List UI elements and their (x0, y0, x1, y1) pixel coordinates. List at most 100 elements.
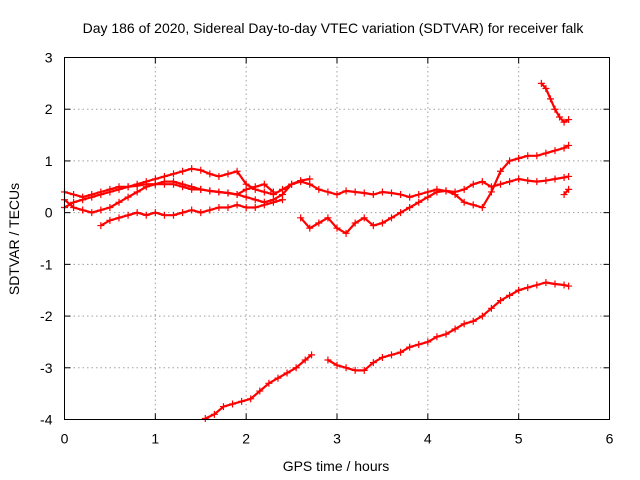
data-point (324, 188, 332, 196)
data-point (524, 284, 532, 292)
data-point (351, 188, 359, 196)
data-point (424, 193, 432, 201)
y-tick-label: -4 (40, 412, 53, 428)
data-point (79, 193, 87, 201)
data-point (88, 209, 96, 217)
data-point (537, 79, 545, 87)
data-point (224, 189, 232, 197)
data-point (247, 395, 255, 403)
data-point (469, 317, 477, 325)
data-point (565, 141, 573, 149)
data-point (269, 198, 277, 206)
plot-frame (64, 57, 610, 420)
data-point (415, 341, 423, 349)
series-track-2 (61, 180, 277, 201)
data-point (97, 188, 105, 196)
y-tick-label: -2 (40, 308, 53, 324)
data-point (542, 278, 550, 286)
y-tick-label: 3 (45, 50, 53, 66)
data-point (565, 282, 573, 290)
data-point (487, 304, 495, 312)
series-track-9 (560, 185, 573, 199)
series-track-6 (201, 351, 316, 422)
x-tick-label: 2 (242, 431, 250, 447)
data-point (424, 338, 432, 346)
data-point (324, 214, 332, 222)
data-point (306, 224, 314, 232)
data-point (242, 185, 250, 193)
data-point (542, 149, 550, 157)
data-point (206, 187, 214, 195)
data-point (97, 222, 105, 230)
data-point (242, 203, 250, 211)
data-point (378, 353, 386, 361)
y-axis-label: SDTVAR / TECUs (6, 183, 22, 295)
y-tick-label: 0 (45, 205, 53, 221)
chart-title: Day 186 of 2020, Sidereal Day-to-day VTE… (83, 20, 585, 36)
data-point (242, 193, 250, 201)
data-point (406, 343, 414, 351)
x-tick-label: 1 (151, 431, 159, 447)
series-track-3 (61, 172, 573, 217)
data-point (378, 219, 386, 227)
data-point (215, 203, 223, 211)
data-point (210, 410, 218, 418)
series-track-7 (324, 278, 573, 374)
data-point (151, 209, 159, 217)
data-point (478, 178, 486, 186)
data-point (292, 364, 300, 372)
data-point (88, 191, 96, 199)
data-point (551, 280, 559, 288)
x-axis-label: GPS time / hours (283, 458, 390, 474)
data-point (406, 203, 414, 211)
data-point (360, 366, 368, 374)
y-tick-label: -3 (40, 360, 53, 376)
data-point (478, 312, 486, 320)
data-point (115, 214, 123, 222)
series-trace (63, 167, 310, 209)
y-tick-label: 2 (45, 101, 53, 117)
data-point (106, 216, 114, 224)
data-point (515, 154, 523, 162)
data-point (388, 214, 395, 222)
data-point (233, 201, 241, 209)
data-point (160, 211, 168, 219)
data-point (256, 387, 264, 395)
x-tick-labels: 0 1 2 3 4 5 6 (61, 431, 614, 447)
data-point (487, 188, 495, 196)
data-point (315, 219, 323, 227)
data-point (279, 196, 286, 204)
series-track-4 (97, 196, 286, 230)
data-point (106, 185, 114, 193)
data-point (533, 178, 541, 186)
data-point (233, 191, 241, 199)
data-point (542, 85, 550, 93)
data-point (197, 185, 205, 193)
data-point (478, 203, 486, 211)
data-point (369, 222, 377, 230)
data-point (442, 187, 450, 195)
data-point (215, 172, 223, 180)
data-point (142, 183, 150, 191)
data-point (397, 191, 405, 199)
data-point (308, 351, 316, 359)
data-point (433, 333, 441, 341)
data-point (451, 191, 459, 199)
data-point (469, 180, 477, 188)
data-point (133, 188, 141, 196)
data-point (151, 180, 159, 188)
data-point (224, 170, 232, 178)
data-point (70, 203, 78, 211)
data-point (551, 105, 559, 113)
data-point (251, 203, 259, 211)
data-point (460, 198, 468, 206)
data-point (533, 152, 541, 160)
data-point (333, 361, 341, 369)
data-point (542, 177, 550, 185)
data-point (297, 178, 305, 186)
data-point (565, 116, 573, 124)
data-point (565, 185, 573, 193)
data-point (170, 178, 177, 186)
data-point (388, 189, 395, 197)
data-point (460, 320, 468, 328)
